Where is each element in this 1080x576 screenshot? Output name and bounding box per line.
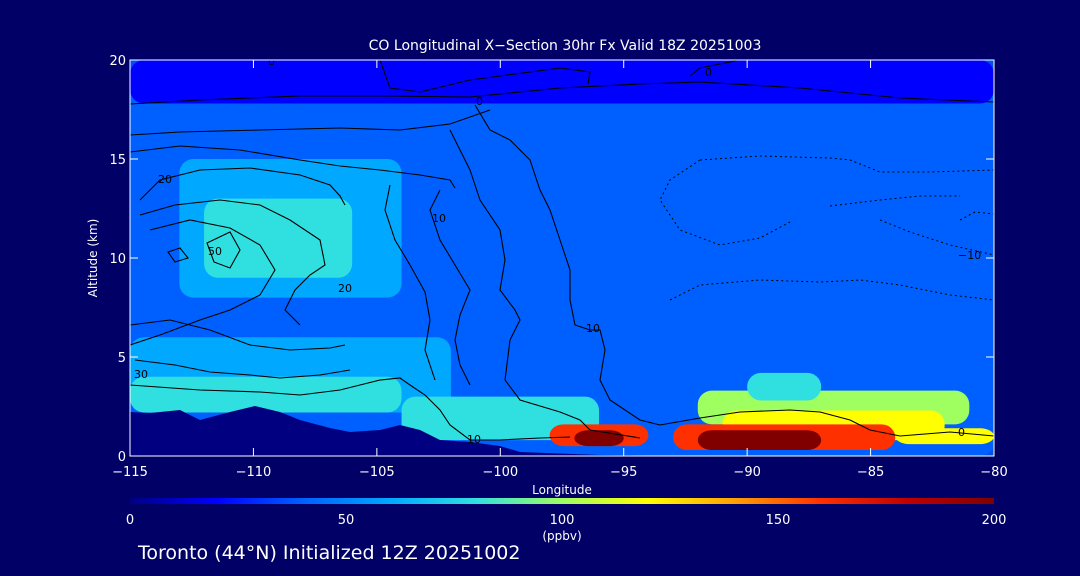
x-tick-label: −100 bbox=[482, 465, 518, 480]
y-tick-label: 20 bbox=[109, 54, 126, 69]
x-tick-label: −110 bbox=[236, 465, 272, 480]
concentration-cell bbox=[130, 376, 402, 413]
contour-label: 50 bbox=[208, 245, 222, 258]
contour-label: 0 bbox=[958, 426, 965, 439]
colorbar-tick-label: 100 bbox=[550, 513, 575, 528]
contour-label: −10 bbox=[958, 249, 981, 262]
contour-lines-solid bbox=[130, 60, 994, 441]
contour-label: 0 bbox=[476, 95, 483, 108]
colorbar-tick-label: 50 bbox=[338, 513, 355, 528]
concentration-cell bbox=[130, 60, 994, 104]
colorbar-tick-label: 150 bbox=[766, 513, 791, 528]
contour-labels: 0 0 0 10 10 10 20 20 30 50 −10 bbox=[134, 55, 981, 446]
contour-lines-dashed bbox=[659, 155, 994, 301]
concentration-cell bbox=[895, 428, 994, 445]
concentration-cell bbox=[204, 198, 353, 278]
y-tick-label: 0 bbox=[118, 450, 126, 465]
concentration-cell bbox=[574, 430, 624, 447]
chart-title: CO Longitudinal X−Section 30hr Fx Valid … bbox=[369, 38, 762, 54]
colorbar-tick-label: 200 bbox=[982, 513, 1007, 528]
x-tick-label: −105 bbox=[359, 465, 395, 480]
contour-label: 0 bbox=[268, 55, 275, 68]
x-tick-label: −85 bbox=[857, 465, 884, 480]
contour-label: 10 bbox=[432, 212, 446, 225]
concentration-cell bbox=[475, 103, 994, 150]
contour-label: 20 bbox=[158, 173, 172, 186]
x-tick-label: −95 bbox=[610, 465, 637, 480]
x-tick-label: −80 bbox=[980, 465, 1007, 480]
x-axis-label: Longitude bbox=[532, 483, 592, 497]
concentration-cell bbox=[697, 430, 822, 451]
concentration-field bbox=[130, 60, 994, 456]
x-tick-label: −90 bbox=[733, 465, 760, 480]
y-tick-label: 15 bbox=[109, 153, 126, 168]
y-tick-label: 10 bbox=[109, 252, 126, 267]
run-info-caption: Toronto (44°N) Initialized 12Z 20251002 bbox=[138, 542, 521, 564]
y-tick-label: 5 bbox=[118, 351, 126, 366]
contour-label: 20 bbox=[338, 282, 352, 295]
terrain-mask bbox=[130, 406, 994, 456]
plot-area: 0 0 0 10 10 10 20 20 30 50 −10 0 bbox=[130, 55, 994, 456]
colorbar: 0 50 100 150 200 bbox=[126, 498, 1007, 528]
concentration-cell bbox=[401, 396, 600, 441]
y-axis-label: Altitude (km) bbox=[86, 219, 100, 298]
contour-label: 10 bbox=[467, 433, 481, 446]
contour-label: 30 bbox=[134, 368, 148, 381]
concentration-cell bbox=[747, 372, 822, 401]
x-tick-label: −115 bbox=[112, 465, 148, 480]
colorbar-tick-label: 0 bbox=[126, 513, 134, 528]
colorbar-gradient bbox=[130, 498, 994, 504]
colorbar-label: (ppbv) bbox=[542, 529, 581, 543]
contour-label: 10 bbox=[586, 322, 600, 335]
contour-label: 0 bbox=[705, 66, 712, 79]
